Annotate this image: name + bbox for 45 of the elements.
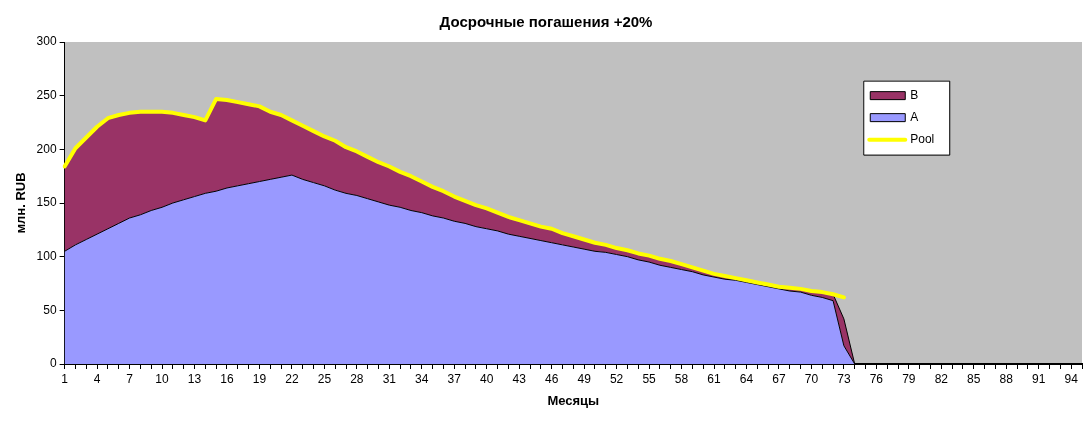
legend-label: B (910, 87, 919, 102)
x-tick-label: 34 (415, 371, 429, 386)
x-tick-label: 1 (61, 371, 69, 386)
x-tick-label: 52 (609, 371, 624, 386)
x-tick-label: 7 (126, 371, 134, 386)
y-tick-label: 200 (36, 141, 57, 156)
x-tick-label: 46 (544, 371, 559, 386)
x-tick-label: 28 (350, 371, 364, 386)
x-tick-label: 73 (837, 371, 851, 386)
x-tick-label: 19 (252, 371, 267, 386)
y-axis-title: млн. RUB (13, 172, 29, 234)
x-tick-label: 94 (1064, 371, 1079, 386)
x-tick-label: 76 (869, 371, 884, 386)
x-tick-label: 64 (739, 371, 754, 386)
x-tick-label: 13 (187, 371, 202, 386)
x-tick-label: 70 (804, 371, 819, 386)
legend-label: A (910, 109, 919, 124)
x-tick-label: 55 (642, 371, 657, 386)
x-tick-label: 49 (577, 371, 592, 386)
x-tick-label: 61 (707, 371, 722, 386)
x-tick-label: 4 (93, 371, 101, 386)
y-tick-label: 50 (43, 302, 57, 317)
y-tick-label: 100 (36, 248, 57, 263)
y-tick-label: 300 (36, 34, 57, 49)
x-tick-label: 79 (902, 371, 916, 386)
legend-label: Pool (910, 131, 935, 146)
x-tick-label: 91 (1032, 371, 1046, 386)
x-tick-label: 10 (155, 371, 170, 386)
y-tick-label: 150 (36, 195, 57, 210)
y-tick-label: 250 (36, 87, 57, 102)
x-tick-label: 67 (772, 371, 786, 386)
x-tick-label: 37 (447, 371, 462, 386)
x-tick-label: 25 (317, 371, 332, 386)
x-tick-label: 85 (967, 371, 981, 386)
y-tick-label: 0 (49, 356, 57, 371)
x-tick-label: 43 (512, 371, 527, 386)
x-tick-label: 88 (999, 371, 1014, 386)
x-tick-label: 22 (285, 371, 299, 386)
x-tick-label: 16 (220, 371, 234, 386)
x-tick-label: 82 (934, 371, 949, 386)
chart-title: Досрочные погашения +20% (439, 13, 653, 31)
x-tick-label: 40 (480, 371, 494, 386)
x-tick-label: 31 (382, 371, 397, 386)
x-tick-label: 58 (674, 371, 689, 386)
x-axis-title: Месяцы (547, 392, 600, 408)
